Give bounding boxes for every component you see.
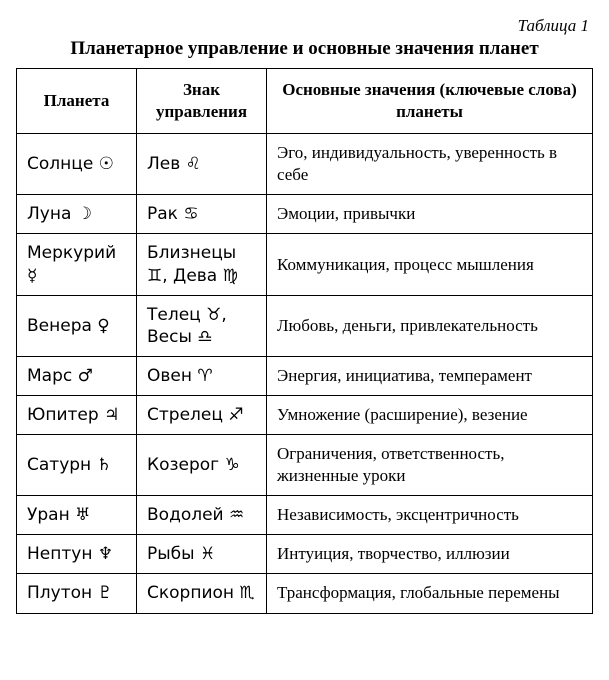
cell-planet: Меркурий ☿: [17, 234, 137, 295]
cell-meaning: Коммуникация, процесс мышления: [267, 234, 593, 295]
table-caption: Планетарное управление и основные значен…: [16, 38, 593, 60]
cell-meaning: Ограничения, ответственность, жизненные …: [267, 435, 593, 496]
cell-planet: Юпитер ♃: [17, 395, 137, 434]
cell-planet: Сатурн ♄: [17, 435, 137, 496]
cell-sign: Близнецы ♊, Дева ♍: [137, 234, 267, 295]
planet-table: Планета Знак управления Основные значени…: [16, 68, 593, 614]
cell-sign: Рыбы ♓: [137, 535, 267, 574]
cell-planet: Венера ♀: [17, 295, 137, 356]
col-header-sign: Знак управления: [137, 69, 267, 134]
cell-meaning: Любовь, деньги, привлекательность: [267, 295, 593, 356]
cell-sign: Козерог ♑: [137, 435, 267, 496]
table-row: Плутон ♇Скорпион ♏Трансформация, глобаль…: [17, 574, 593, 613]
table-row: Луна ☽Рак ♋Эмоции, привычки: [17, 195, 593, 234]
cell-planet: Марс ♂: [17, 356, 137, 395]
cell-planet: Плутон ♇: [17, 574, 137, 613]
col-header-meaning: Основные значения (ключевые слова) плане…: [267, 69, 593, 134]
cell-meaning: Независимость, эксцентричность: [267, 496, 593, 535]
cell-planet: Луна ☽: [17, 195, 137, 234]
cell-sign: Телец ♉, Весы ♎: [137, 295, 267, 356]
cell-meaning: Эго, индивидуальность, уверенность в себ…: [267, 134, 593, 195]
table-row: Юпитер ♃Стрелец ♐Умножение (расширение),…: [17, 395, 593, 434]
table-row: Меркурий ☿Близнецы ♊, Дева ♍Коммуникация…: [17, 234, 593, 295]
cell-sign: Стрелец ♐: [137, 395, 267, 434]
cell-meaning: Интуиция, творчество, иллюзии: [267, 535, 593, 574]
cell-planet: Уран ♅: [17, 496, 137, 535]
table-row: Венера ♀Телец ♉, Весы ♎Любовь, деньги, п…: [17, 295, 593, 356]
cell-sign: Лев ♌: [137, 134, 267, 195]
cell-planet: Нептун ♆: [17, 535, 137, 574]
table-row: Уран ♅Водолей ♒Независимость, эксцентрич…: [17, 496, 593, 535]
cell-planet: Солнце ☉: [17, 134, 137, 195]
cell-meaning: Эмоции, привычки: [267, 195, 593, 234]
table-row: Солнце ☉Лев ♌Эго, индивидуальность, увер…: [17, 134, 593, 195]
table-number: Таблица 1: [16, 16, 589, 36]
cell-meaning: Умножение (расширение), везение: [267, 395, 593, 434]
table-row: Марс ♂Овен ♈Энергия, инициатива, темпера…: [17, 356, 593, 395]
cell-sign: Скорпион ♏: [137, 574, 267, 613]
table-body: Солнце ☉Лев ♌Эго, индивидуальность, увер…: [17, 134, 593, 613]
table-header-row: Планета Знак управления Основные значени…: [17, 69, 593, 134]
cell-sign: Овен ♈: [137, 356, 267, 395]
table-row: Нептун ♆Рыбы ♓Интуиция, творчество, иллю…: [17, 535, 593, 574]
cell-meaning: Трансформация, глобальные перемены: [267, 574, 593, 613]
table-row: Сатурн ♄Козерог ♑Ограничения, ответствен…: [17, 435, 593, 496]
cell-sign: Рак ♋: [137, 195, 267, 234]
cell-meaning: Энергия, инициатива, темперамент: [267, 356, 593, 395]
col-header-planet: Планета: [17, 69, 137, 134]
cell-sign: Водолей ♒: [137, 496, 267, 535]
